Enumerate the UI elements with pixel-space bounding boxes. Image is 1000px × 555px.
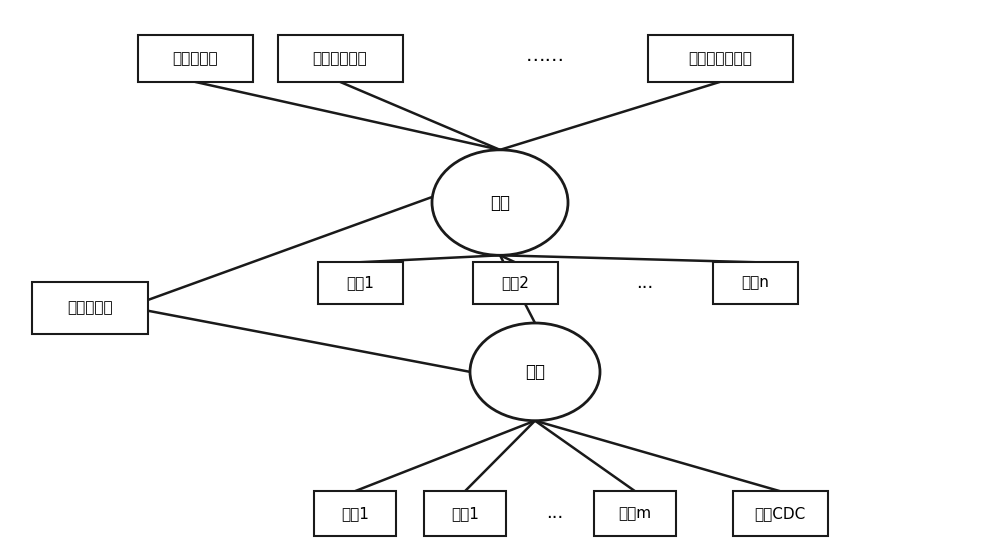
FancyBboxPatch shape: [424, 491, 506, 536]
FancyBboxPatch shape: [712, 263, 798, 304]
FancyBboxPatch shape: [278, 34, 402, 82]
Text: 医院m: 医院m: [618, 506, 652, 521]
FancyBboxPatch shape: [318, 263, 402, 304]
Text: ...: ...: [636, 274, 654, 292]
Ellipse shape: [432, 150, 568, 255]
FancyBboxPatch shape: [314, 491, 396, 536]
Text: 用户n: 用户n: [741, 275, 769, 291]
FancyBboxPatch shape: [732, 491, 828, 536]
Text: 用户2: 用户2: [501, 275, 529, 291]
FancyBboxPatch shape: [138, 34, 252, 82]
Text: 医院1: 医院1: [451, 506, 479, 521]
FancyBboxPatch shape: [32, 281, 148, 334]
Text: ……: ……: [526, 46, 564, 65]
Text: 云管理系统: 云管理系统: [67, 300, 113, 316]
FancyBboxPatch shape: [648, 34, 792, 82]
Text: ...: ...: [546, 504, 564, 522]
Text: 国家CDC: 国家CDC: [754, 506, 806, 521]
Text: 医院1: 医院1: [341, 506, 369, 521]
Ellipse shape: [470, 323, 600, 421]
Text: 身份服务器: 身份服务器: [172, 51, 218, 66]
FancyBboxPatch shape: [594, 491, 676, 536]
Text: 健康档案服务器: 健康档案服务器: [688, 51, 752, 66]
Text: 网络: 网络: [525, 363, 545, 381]
Text: 网络: 网络: [490, 194, 510, 211]
Text: 用户1: 用户1: [346, 275, 374, 291]
FancyBboxPatch shape: [473, 263, 558, 304]
Text: 二维码服务器: 二维码服务器: [313, 51, 367, 66]
